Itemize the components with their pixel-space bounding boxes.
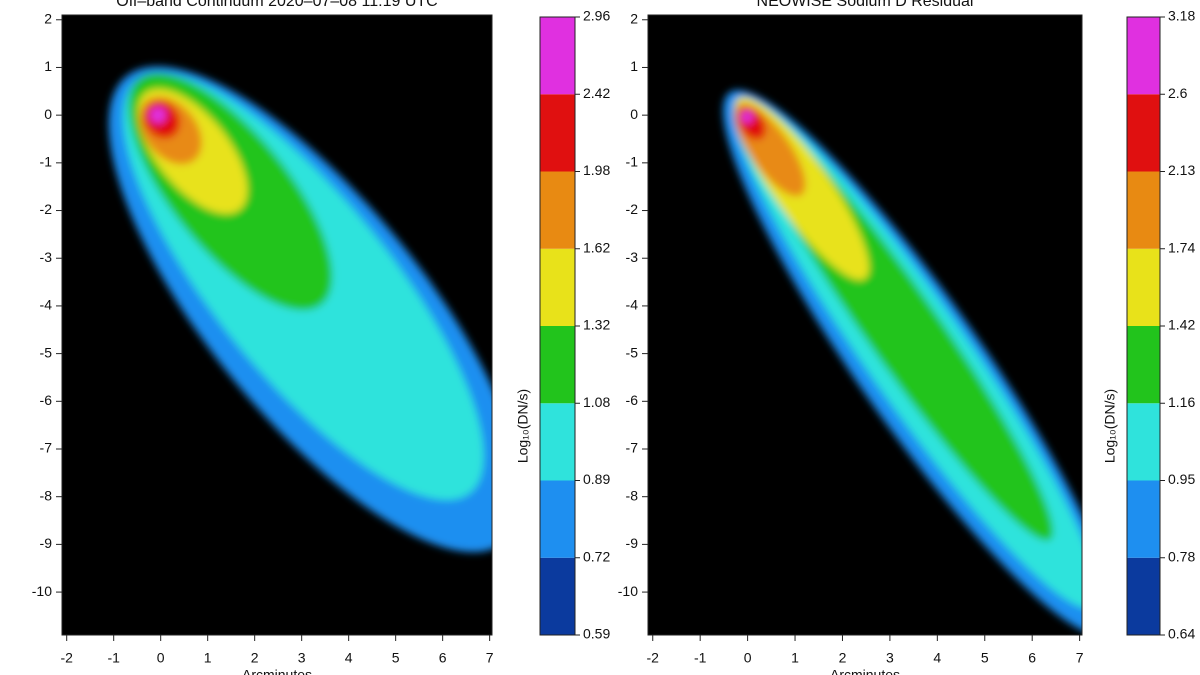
x-tick-label: 3 bbox=[298, 650, 306, 666]
colorbar-label: Log₁₀(DN/s) bbox=[515, 389, 531, 463]
x-tick-label: 1 bbox=[204, 650, 212, 666]
x-tick-label: 7 bbox=[1076, 650, 1084, 666]
x-axis-label: Arcminutes bbox=[830, 667, 900, 675]
y-tick-label: -6 bbox=[40, 392, 53, 408]
colorbar-band bbox=[1127, 17, 1160, 95]
x-tick-label: 4 bbox=[933, 650, 941, 666]
axes-frame bbox=[647, 14, 1083, 636]
x-tick-label: -2 bbox=[647, 650, 660, 666]
colorbar-band bbox=[540, 326, 575, 404]
colorbar-tick-label: 1.32 bbox=[583, 317, 610, 333]
colorbar-band bbox=[540, 171, 575, 249]
colorbar-tick-label: 1.42 bbox=[1168, 317, 1195, 333]
y-tick-label: -9 bbox=[626, 535, 639, 551]
y-tick-label: -5 bbox=[40, 344, 53, 360]
y-tick-label: -4 bbox=[40, 297, 53, 313]
chart-title: Off–band Continuum 2020–07–08 11:19 UTC bbox=[116, 0, 437, 10]
y-tick-label: -1 bbox=[40, 154, 53, 170]
comet-image bbox=[108, 66, 492, 553]
y-tick-label: -4 bbox=[626, 297, 639, 313]
y-tick-label: -2 bbox=[40, 201, 53, 217]
x-tick-label: 0 bbox=[157, 650, 165, 666]
y-tick-label: 2 bbox=[44, 10, 52, 26]
colorbar-tick-label: 3.18 bbox=[1168, 8, 1195, 24]
y-tick-label: -10 bbox=[32, 583, 52, 599]
colorbar-tick-label: 1.98 bbox=[583, 162, 610, 178]
y-tick-label: 0 bbox=[630, 106, 638, 122]
axes-frame bbox=[61, 14, 493, 636]
colorbar-label: Log₁₀(DN/s) bbox=[1102, 389, 1118, 463]
y-tick-label: 2 bbox=[630, 10, 638, 26]
x-tick-label: 6 bbox=[439, 650, 447, 666]
colorbar-tick-label: 1.16 bbox=[1168, 394, 1195, 410]
x-tick-label: 5 bbox=[392, 650, 400, 666]
colorbar-tick-label: 0.89 bbox=[583, 471, 610, 487]
colorbar-tick-label: 0.59 bbox=[583, 626, 610, 642]
colorbar-tick-label: 1.62 bbox=[583, 239, 610, 255]
colorbar-tick-label: 0.72 bbox=[583, 548, 610, 564]
x-axis-label: Arcminutes bbox=[242, 667, 312, 675]
y-tick-label: -7 bbox=[40, 440, 53, 456]
colorbar-tick-label: 0.64 bbox=[1168, 626, 1195, 642]
y-tick-label: -7 bbox=[626, 440, 639, 456]
x-tick-label: 3 bbox=[886, 650, 894, 666]
colorbar-tick-label: 1.74 bbox=[1168, 239, 1195, 255]
colorbar-band bbox=[1127, 480, 1160, 558]
chart-title: NEOWISE Sodium D Residual bbox=[757, 0, 974, 10]
y-tick-label: -10 bbox=[618, 583, 638, 599]
colorbar-band bbox=[1127, 248, 1160, 326]
y-tick-label: -3 bbox=[626, 249, 639, 265]
colorbar-band bbox=[1127, 94, 1160, 172]
colorbar-tick-label: 2.96 bbox=[583, 8, 610, 24]
x-tick-label: 2 bbox=[839, 650, 847, 666]
colorbar-band bbox=[540, 17, 575, 95]
x-tick-label: -1 bbox=[107, 650, 120, 666]
colorbar-band bbox=[1127, 403, 1160, 481]
x-tick-label: 7 bbox=[486, 650, 494, 666]
y-tick-label: -9 bbox=[40, 535, 53, 551]
x-tick-label: 5 bbox=[981, 650, 989, 666]
colorbar-band bbox=[540, 94, 575, 172]
colorbar-band bbox=[540, 480, 575, 558]
y-tick-label: 1 bbox=[630, 58, 638, 74]
y-tick-label: -1 bbox=[626, 154, 639, 170]
y-tick-label: -6 bbox=[626, 392, 639, 408]
y-tick-label: -8 bbox=[626, 487, 639, 503]
x-tick-label: 1 bbox=[791, 650, 799, 666]
colorbar-tick-label: 2.42 bbox=[583, 85, 610, 101]
colorbar-band bbox=[540, 557, 575, 635]
y-tick-label: 0 bbox=[44, 106, 52, 122]
x-tick-label: 0 bbox=[744, 650, 752, 666]
x-tick-label: -1 bbox=[694, 650, 707, 666]
colorbar-band bbox=[540, 403, 575, 481]
colorbar-band bbox=[1127, 557, 1160, 635]
y-tick-label: -3 bbox=[40, 249, 53, 265]
colorbar-band bbox=[1127, 326, 1160, 404]
y-tick-label: -5 bbox=[626, 344, 639, 360]
colorbar-tick-label: 0.78 bbox=[1168, 548, 1195, 564]
x-tick-label: 6 bbox=[1028, 650, 1036, 666]
colorbar-tick-label: 1.08 bbox=[583, 394, 610, 410]
colorbar-tick-label: 2.13 bbox=[1168, 162, 1195, 178]
x-tick-label: 2 bbox=[251, 650, 259, 666]
y-tick-label: -8 bbox=[40, 487, 53, 503]
colorbar-band bbox=[540, 248, 575, 326]
x-tick-label: 4 bbox=[345, 650, 353, 666]
colorbar-tick-label: 2.6 bbox=[1168, 85, 1188, 101]
y-tick-label: 1 bbox=[44, 58, 52, 74]
colorbar-tick-label: 0.95 bbox=[1168, 471, 1195, 487]
x-tick-label: -2 bbox=[60, 650, 73, 666]
y-tick-label: -2 bbox=[626, 201, 639, 217]
colorbar-band bbox=[1127, 171, 1160, 249]
comet-image bbox=[723, 90, 1082, 635]
